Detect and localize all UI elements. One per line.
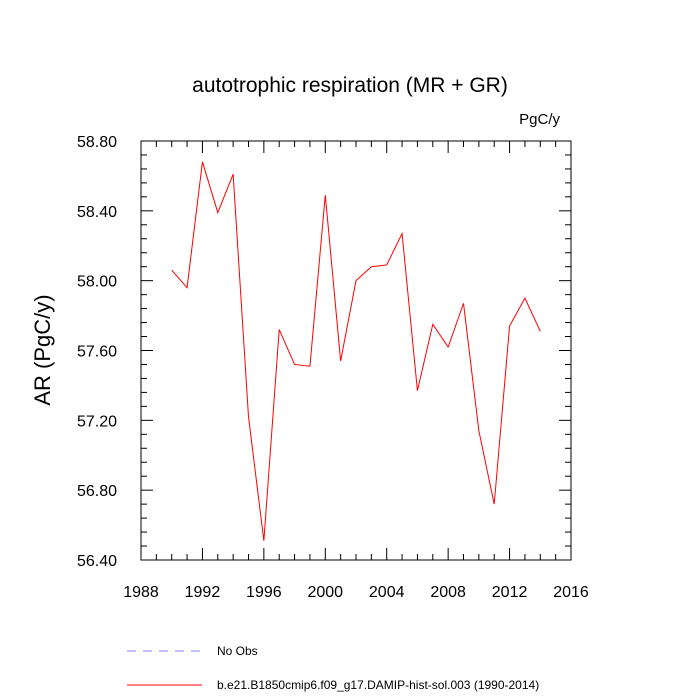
y-tick-label: 56.40 [77,553,117,570]
x-tick-label: 2012 [492,584,528,601]
legend: No Obs b.e21.B1850cmip6.f09_g17.DAMIP-his… [127,644,539,692]
y-tick-label: 57.60 [77,344,117,361]
y-tick-label: 56.80 [77,483,117,500]
chart-title: autotrophic respiration (MR + GR) [192,74,508,97]
x-tick-label: 1988 [123,584,159,601]
plot-area: 1988 1992 1996 2000 2004 2008 2012 2016 56.40 56.… [77,134,589,601]
legend-label: No Obs [217,644,258,658]
y-axis-label: AR (PgC/y) [30,294,55,405]
x-tick-label: 1996 [246,584,282,601]
y-tick-label: 58.00 [77,274,117,291]
y-tick-label: 58.40 [77,204,117,221]
y-tick-label: 57.20 [77,413,117,430]
x-tick-label: 2000 [307,584,343,601]
series-line [171,161,541,541]
plot-frame [140,140,572,561]
x-tick-label: 2008 [430,584,466,601]
y-tick-label: 58.80 [77,134,117,151]
units-label: PgC/y [519,111,560,128]
legend-label: b.e21.B1850cmip6.f09_g17.DAMIP-hist-sol.… [217,678,539,692]
x-tick-label: 2016 [553,584,589,601]
x-tick-label: 2004 [369,584,405,601]
x-tick-label: 1992 [185,584,221,601]
